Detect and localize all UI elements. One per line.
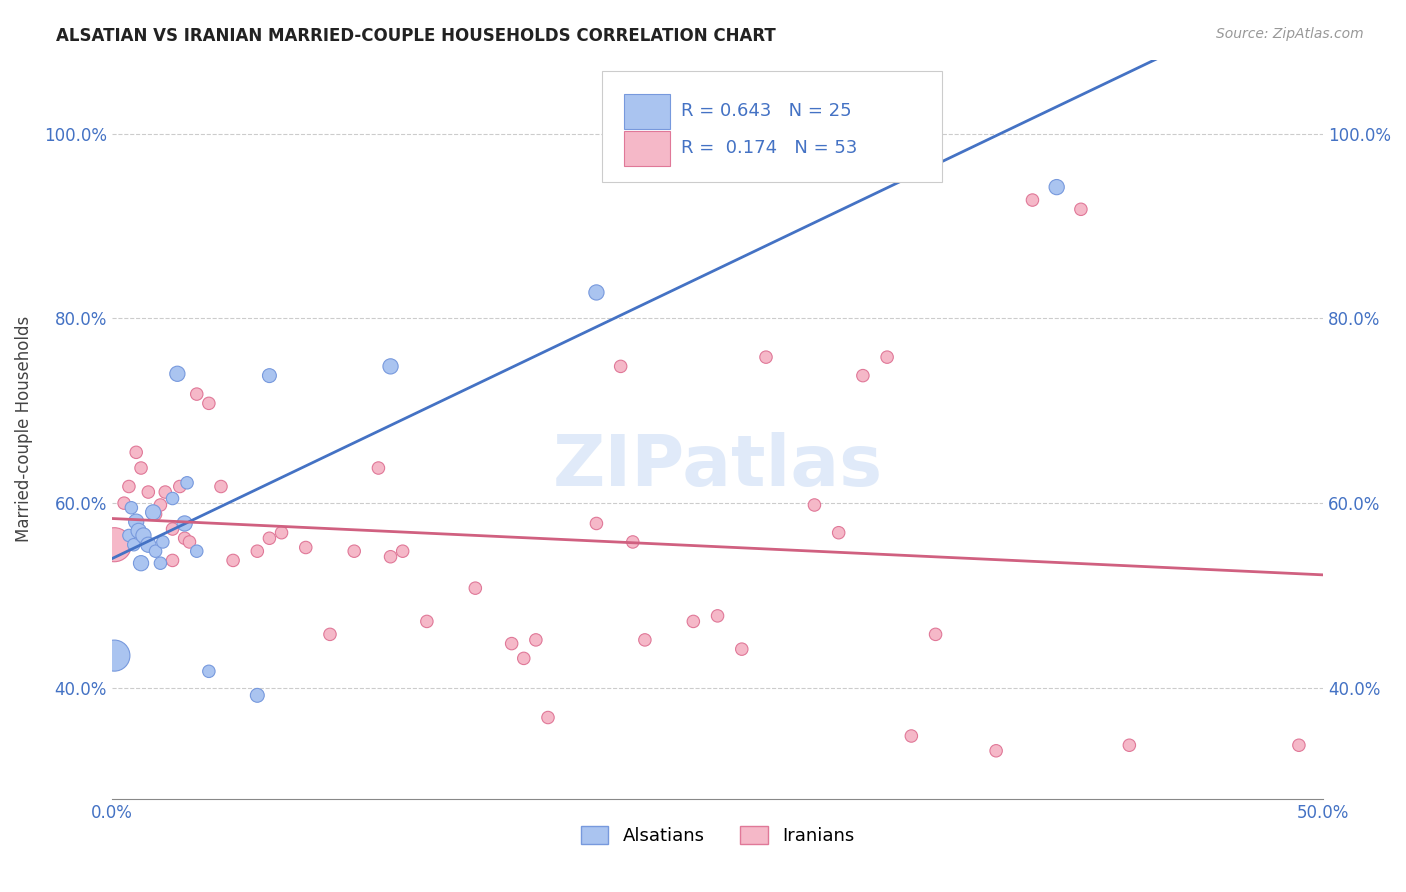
Point xyxy=(1021,193,1043,207)
Point xyxy=(246,544,269,558)
Point xyxy=(585,285,607,300)
Point xyxy=(132,528,155,542)
Point xyxy=(118,479,141,493)
Point xyxy=(112,496,135,510)
Point xyxy=(779,140,801,154)
Point xyxy=(145,544,167,558)
Point xyxy=(585,516,607,531)
Point xyxy=(524,632,547,647)
Point xyxy=(209,479,232,493)
Point xyxy=(537,710,560,724)
Point xyxy=(129,461,152,475)
Point xyxy=(186,544,208,558)
Point xyxy=(149,498,172,512)
Point xyxy=(118,528,141,542)
Point xyxy=(1118,738,1140,752)
Point xyxy=(900,729,922,743)
Point xyxy=(246,689,269,703)
Point xyxy=(162,491,184,506)
Point xyxy=(803,498,825,512)
Point xyxy=(125,445,148,459)
Point xyxy=(169,479,191,493)
Text: R = 0.643   N = 25: R = 0.643 N = 25 xyxy=(682,103,852,120)
Point xyxy=(464,581,486,595)
Point xyxy=(294,541,316,555)
Point xyxy=(186,387,208,401)
Point xyxy=(731,642,754,657)
Point xyxy=(319,627,342,641)
Point xyxy=(416,615,439,629)
Point xyxy=(122,538,145,552)
Point xyxy=(136,538,159,552)
Point xyxy=(103,648,125,663)
Point xyxy=(1070,202,1092,217)
Point xyxy=(852,368,875,383)
Point xyxy=(129,556,152,570)
Point xyxy=(380,359,402,374)
Point xyxy=(391,544,413,558)
Point xyxy=(176,475,198,490)
FancyBboxPatch shape xyxy=(603,70,942,182)
Point xyxy=(367,461,389,475)
Point xyxy=(120,500,142,515)
Text: Source: ZipAtlas.com: Source: ZipAtlas.com xyxy=(1216,27,1364,41)
Point xyxy=(609,359,631,374)
Text: ZIPatlas: ZIPatlas xyxy=(553,432,883,500)
Point xyxy=(755,350,778,364)
Point xyxy=(162,553,184,567)
Point xyxy=(513,651,536,665)
Point xyxy=(924,627,946,641)
Point xyxy=(259,531,281,545)
Point xyxy=(222,553,245,567)
Point xyxy=(173,516,195,531)
Point xyxy=(198,665,221,679)
Point xyxy=(1288,738,1310,752)
Text: R =  0.174   N = 53: R = 0.174 N = 53 xyxy=(682,139,858,157)
Point xyxy=(706,608,728,623)
Point xyxy=(259,368,281,383)
Point xyxy=(155,485,177,500)
Point xyxy=(179,535,201,549)
Point xyxy=(162,522,184,536)
Point xyxy=(876,350,898,364)
Text: ALSATIAN VS IRANIAN MARRIED-COUPLE HOUSEHOLDS CORRELATION CHART: ALSATIAN VS IRANIAN MARRIED-COUPLE HOUSE… xyxy=(56,27,776,45)
FancyBboxPatch shape xyxy=(624,130,671,166)
Point xyxy=(621,535,644,549)
Point xyxy=(166,367,188,381)
Point xyxy=(827,525,849,540)
Point xyxy=(501,637,523,651)
Point xyxy=(173,531,195,545)
Point xyxy=(145,507,167,521)
Point xyxy=(380,549,402,564)
Point xyxy=(136,485,159,500)
Point xyxy=(128,524,150,538)
Point xyxy=(142,505,165,519)
Point xyxy=(270,525,292,540)
Point xyxy=(1046,180,1069,194)
Point xyxy=(984,744,1007,758)
Legend: Alsatians, Iranians: Alsatians, Iranians xyxy=(581,826,855,846)
Point xyxy=(149,556,172,570)
Point xyxy=(343,544,366,558)
Point xyxy=(152,535,174,549)
Point xyxy=(103,538,125,552)
Y-axis label: Married-couple Households: Married-couple Households xyxy=(15,316,32,542)
FancyBboxPatch shape xyxy=(624,94,671,129)
Point xyxy=(125,515,148,529)
Point xyxy=(634,632,657,647)
Point xyxy=(198,396,221,410)
Point xyxy=(682,615,704,629)
